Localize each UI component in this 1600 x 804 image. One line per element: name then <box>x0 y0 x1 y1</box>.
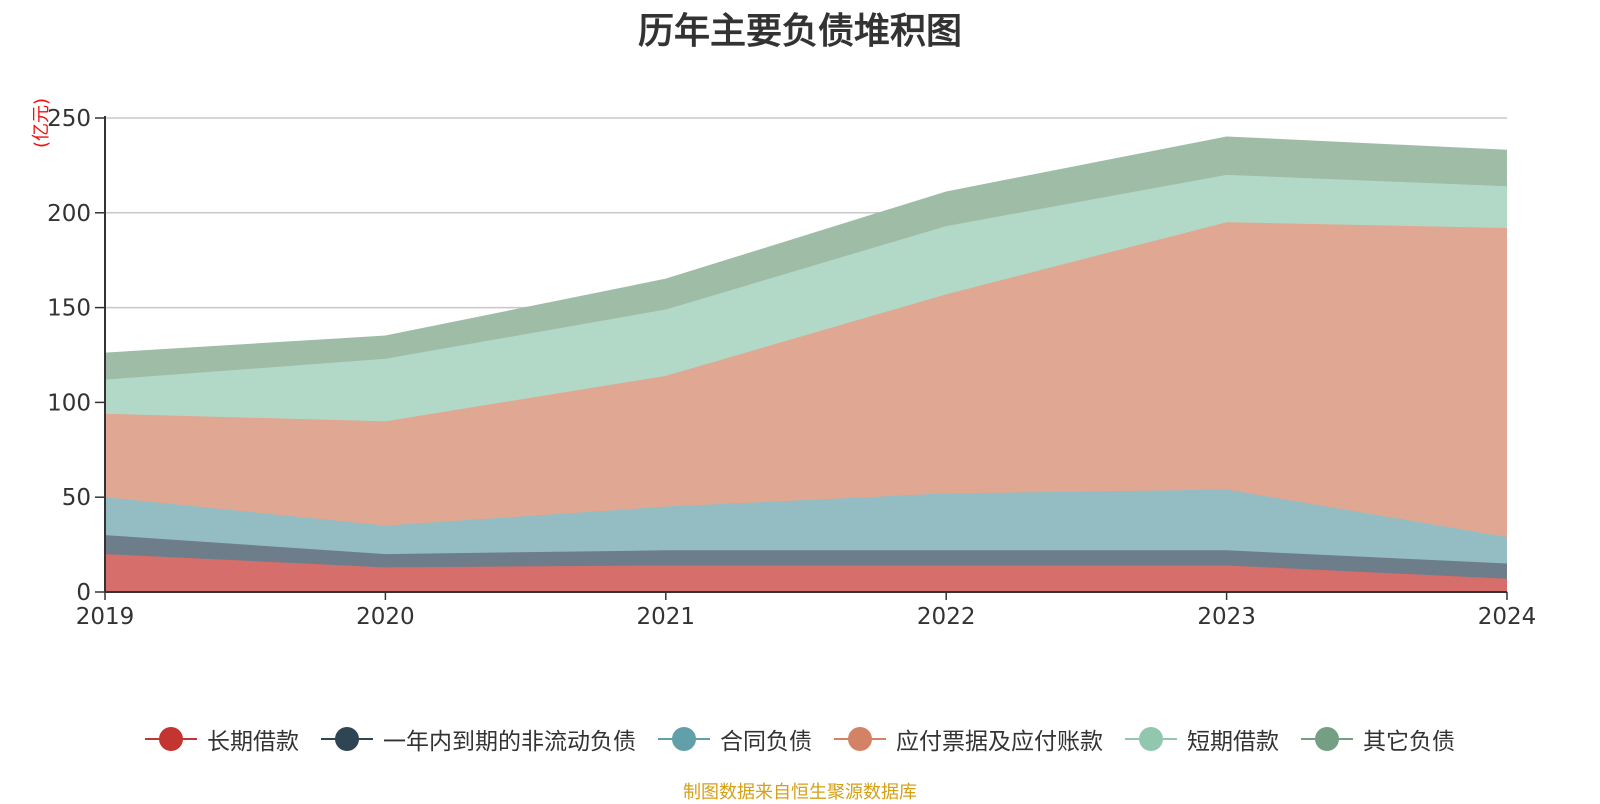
y-tick-label: 200 <box>47 201 91 227</box>
legend-label: 长期借款 <box>207 729 299 755</box>
x-tick-label: 2021 <box>637 604 696 630</box>
x-tick-label: 2023 <box>1197 604 1256 630</box>
chart-title: 历年主要负债堆积图 <box>637 11 962 52</box>
x-tick-label: 2020 <box>356 604 415 630</box>
area-series-3 <box>105 222 1507 538</box>
legend-item-0[interactable]: 长期借款 <box>145 722 299 756</box>
y-tick-label: 100 <box>47 390 91 416</box>
legend-item-1[interactable]: 一年内到期的非流动负债 <box>321 722 636 756</box>
axes <box>95 116 1508 600</box>
legend-marker-icon <box>658 726 710 752</box>
legend-label: 其它负债 <box>1363 729 1455 755</box>
tick-labels: 0 50 100 150 200 250 2019 2020 2021 2022 2023 2024 <box>47 106 1536 630</box>
source-note: 制图数据来自恒生聚源数据库 <box>683 782 917 803</box>
x-tick-label: 2019 <box>76 604 135 630</box>
legend-marker-icon <box>1125 726 1177 752</box>
legend: 长期借款 一年内到期的非流动负债 合同负债 应付票据及应付账款 短期借款 其它负债 <box>0 722 1600 756</box>
area-series-0 <box>105 554 1507 592</box>
area-series-1 <box>105 535 1507 579</box>
legend-item-5[interactable]: 其它负债 <box>1301 722 1455 756</box>
legend-label: 短期借款 <box>1187 729 1279 755</box>
legend-item-4[interactable]: 短期借款 <box>1125 722 1279 756</box>
legend-item-3[interactable]: 应付票据及应付账款 <box>834 722 1103 756</box>
legend-label: 一年内到期的非流动负债 <box>383 729 636 755</box>
x-tick-label: 2024 <box>1478 604 1537 630</box>
legend-marker-icon <box>1301 726 1353 752</box>
legend-label: 应付票据及应付账款 <box>896 729 1103 755</box>
y-tick-label: 0 <box>76 580 91 606</box>
legend-marker-icon <box>145 726 197 752</box>
area-series-2 <box>105 489 1507 564</box>
legend-item-2[interactable]: 合同负债 <box>658 722 812 756</box>
y-axis-unit-label: (亿元) <box>31 97 52 148</box>
y-tick-label: 150 <box>47 296 91 322</box>
area-series-line-5 <box>104 136 1508 354</box>
area-series-4 <box>105 174 1507 422</box>
legend-marker-icon <box>834 726 886 752</box>
area-series <box>104 136 1508 592</box>
legend-marker-icon <box>321 726 373 752</box>
x-tick-label: 2022 <box>917 604 976 630</box>
y-tick-label: 50 <box>62 485 91 511</box>
legend-label: 合同负债 <box>720 729 812 755</box>
area-series-5 <box>105 136 1507 380</box>
y-tick-label: 250 <box>47 106 91 132</box>
